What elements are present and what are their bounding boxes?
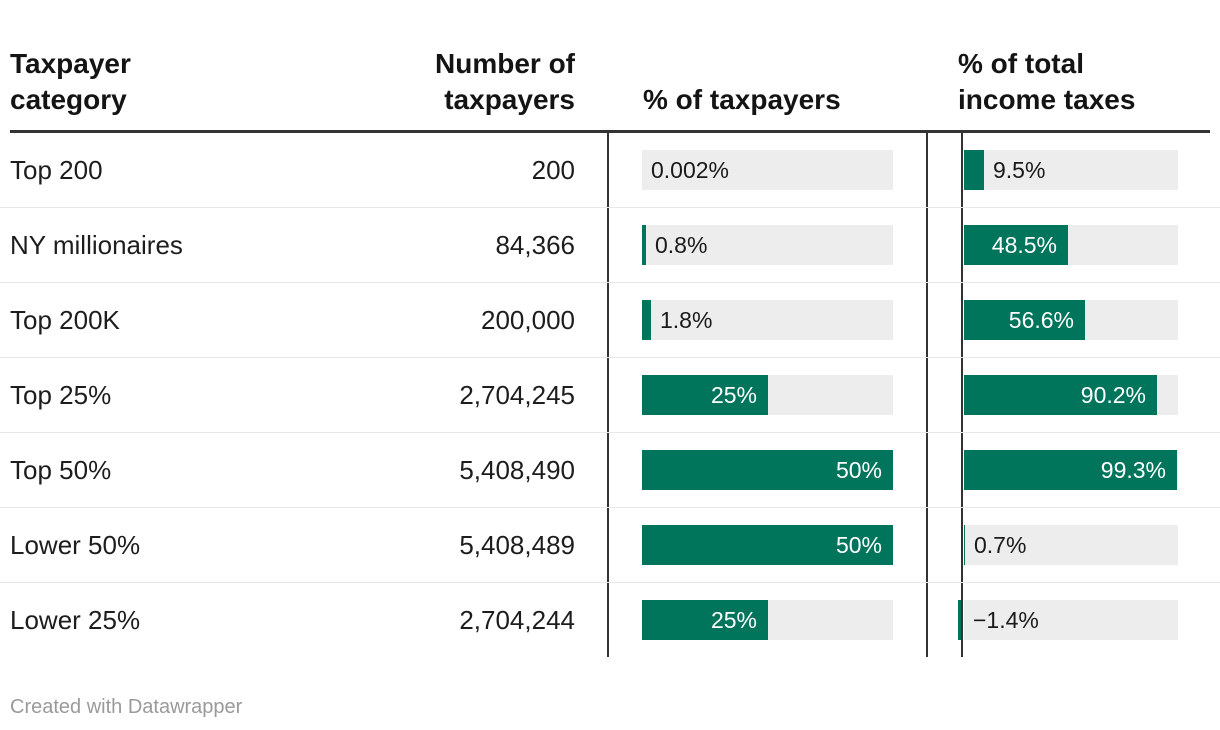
header-taxpayer-category: Taxpayer category [10, 46, 131, 118]
pct-income-taxes-bar-label: 56.6% [1008, 307, 1074, 333]
pct-income-taxes-bar-fill [964, 225, 1068, 265]
pct-income-taxes-bar-track: −1.4% [958, 600, 1178, 640]
table-row: NY millionaires 84,366 0.8% 48.5% [0, 208, 1220, 283]
pct-taxpayers-bar-fill [642, 300, 651, 340]
pct-income-taxes-bar-fill [964, 525, 965, 565]
table-row: Top 50% 5,408,490 50% 99.3% [0, 433, 1220, 508]
pct-taxpayers-bar-fill [642, 375, 768, 415]
table-row: Lower 50% 5,408,489 50% 0.7% [0, 508, 1220, 583]
zero-axis-line [961, 133, 963, 657]
pct-taxpayers-bar-fill [642, 525, 893, 565]
pct-taxpayers-bar-track: 25% [642, 600, 893, 640]
pct-income-taxes-bar-label: 90.2% [1080, 382, 1146, 408]
pct-income-taxes-bar-fill [964, 150, 984, 190]
pct-income-taxes-bar-label: 99.3% [1100, 457, 1166, 483]
pct-income-taxes-bar-label: 9.5% [993, 157, 1046, 183]
table-row: Lower 25% 2,704,244 25% −1.4% [0, 583, 1220, 657]
pct-income-taxes-bar-label: 0.7% [974, 532, 1027, 558]
pct-taxpayers-bar-fill [642, 225, 646, 265]
header-line: category [10, 84, 127, 115]
pct-income-taxes-bar-fill [958, 600, 961, 640]
datawrapper-credit: Created with Datawrapper [10, 696, 243, 718]
pct-taxpayers-bar-track: 0.8% [642, 225, 893, 265]
category-cell: Lower 25% [10, 605, 141, 635]
pct-income-taxes-bar-track: 48.5% [964, 225, 1178, 265]
pct-income-taxes-bar-fill [964, 450, 1177, 490]
number-of-taxpayers-cell: 84,366 [495, 230, 575, 260]
header-line: income taxes [958, 84, 1136, 115]
header-number-of-taxpayers: Number of taxpayers [330, 46, 575, 118]
number-of-taxpayers-cell: 5,408,490 [459, 455, 575, 485]
pct-income-taxes-bar-track: 56.6% [964, 300, 1178, 340]
number-of-taxpayers-cell: 2,704,245 [459, 380, 575, 410]
pct-income-taxes-bar-fill [964, 300, 1085, 340]
category-cell: Top 50% [10, 455, 112, 485]
pct-taxpayers-bar-track: 0.002% [642, 150, 893, 190]
pct-taxpayers-bar-track: 50% [642, 450, 893, 490]
category-cell: Top 200K [10, 305, 120, 335]
pct-taxpayers-bar-label: 50% [835, 532, 882, 558]
pct-taxpayers-bar-track: 25% [642, 375, 893, 415]
pct-income-taxes-bar-track: 0.7% [964, 525, 1178, 565]
pct-taxpayers-bar-label: 1.8% [660, 307, 713, 333]
pct-taxpayers-bar-fill [642, 600, 768, 640]
pct-taxpayers-bar-label: 0.8% [655, 232, 708, 258]
header-line: Taxpayer [10, 48, 131, 79]
header-line: Number of [435, 48, 575, 79]
pct-taxpayers-bar-label: 25% [710, 607, 757, 633]
header-pct-of-taxpayers: % of taxpayers [643, 82, 841, 118]
category-cell: Top 200 [10, 155, 103, 185]
column-divider-line [607, 133, 609, 657]
category-cell: Top 25% [10, 380, 112, 410]
table-body: Top 200 200 0.002% 9.5% NY millionaires … [0, 133, 1220, 657]
number-of-taxpayers-cell: 2,704,244 [459, 605, 575, 635]
pct-income-taxes-bar-track: 9.5% [964, 150, 1178, 190]
pct-income-taxes-bar-track: 90.2% [964, 375, 1178, 415]
category-cell: NY millionaires [10, 230, 183, 260]
table-row: Top 25% 2,704,245 25% 90.2% [0, 358, 1220, 433]
table-row: Top 200K 200,000 1.8% 56.6% [0, 283, 1220, 358]
pct-taxpayers-bar-track: 1.8% [642, 300, 893, 340]
category-cell: Lower 50% [10, 530, 141, 560]
number-of-taxpayers-cell: 5,408,489 [459, 530, 575, 560]
header-line: % of taxpayers [643, 84, 841, 115]
number-of-taxpayers-cell: 200,000 [481, 305, 575, 335]
pct-taxpayers-bar-label: 50% [835, 457, 882, 483]
pct-income-taxes-bar-label: 48.5% [991, 232, 1057, 258]
table-row: Top 200 200 0.002% 9.5% [0, 133, 1220, 208]
header-rule [10, 130, 1210, 133]
header-line: % of total [958, 48, 1084, 79]
pct-taxpayers-bar-label: 25% [710, 382, 757, 408]
pct-taxpayers-bar-track: 50% [642, 525, 893, 565]
pct-taxpayers-bar-label: 0.002% [651, 157, 730, 183]
pct-income-taxes-bar-label: −1.4% [973, 607, 1039, 633]
pct-income-taxes-bar-track: 99.3% [964, 450, 1178, 490]
header-pct-of-total-income-taxes: % of total income taxes [958, 46, 1135, 118]
number-of-taxpayers-cell: 200 [531, 155, 575, 185]
pct-taxpayers-bar-fill [642, 450, 893, 490]
pct-income-taxes-bar-fill [964, 375, 1157, 415]
header-line: taxpayers [444, 84, 575, 115]
column-divider-line [926, 133, 928, 657]
